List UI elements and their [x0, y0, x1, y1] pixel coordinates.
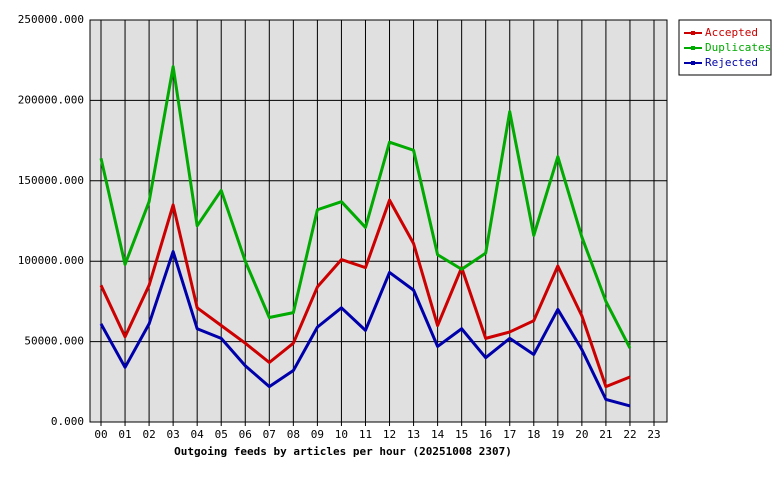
x-tick-label: 05	[215, 428, 228, 441]
x-tick-label: 13	[407, 428, 420, 441]
y-tick-label: 150000.000	[18, 174, 84, 187]
x-tick-label: 06	[239, 428, 252, 441]
plot-area	[89, 19, 668, 423]
x-tick-label: 10	[335, 428, 348, 441]
x-tick-label: 03	[167, 428, 180, 441]
x-tick-label: 14	[431, 428, 445, 441]
chart-title: Outgoing feeds by articles per hour (202…	[174, 445, 512, 458]
x-tick-label: 07	[263, 428, 276, 441]
x-tick-label: 23	[647, 428, 660, 441]
x-tick-label: 01	[118, 428, 131, 441]
legend-label: Accepted	[705, 26, 758, 39]
y-tick-label: 250000.000	[18, 13, 84, 26]
y-tick-label: 50000.000	[24, 335, 84, 348]
y-tick-label: 0.000	[51, 415, 84, 428]
legend-marker	[691, 31, 695, 35]
x-tick-label: 20	[575, 428, 588, 441]
legend-label: Duplicates	[705, 41, 771, 54]
x-tick-label: 19	[551, 428, 564, 441]
x-tick-label: 15	[455, 428, 468, 441]
x-tick-label: 02	[142, 428, 155, 441]
x-tick-label: 21	[599, 428, 612, 441]
x-tick-label: 08	[287, 428, 300, 441]
x-tick-label: 17	[503, 428, 516, 441]
legend-marker	[691, 61, 695, 65]
legend-marker	[691, 46, 695, 50]
legend-label: Rejected	[705, 56, 758, 69]
x-tick-label: 09	[311, 428, 324, 441]
x-tick-label: 16	[479, 428, 492, 441]
x-tick-label: 04	[191, 428, 205, 441]
x-tick-label: 22	[623, 428, 636, 441]
x-tick-label: 00	[94, 428, 107, 441]
line-series	[99, 250, 631, 408]
x-tick-label: 12	[383, 428, 396, 441]
y-tick-label: 100000.000	[18, 254, 84, 267]
x-tick-label: 11	[359, 428, 372, 441]
line-series	[99, 65, 632, 349]
x-tick-label: 18	[527, 428, 540, 441]
line-series	[99, 198, 631, 389]
y-tick-label: 200000.000	[18, 93, 84, 106]
